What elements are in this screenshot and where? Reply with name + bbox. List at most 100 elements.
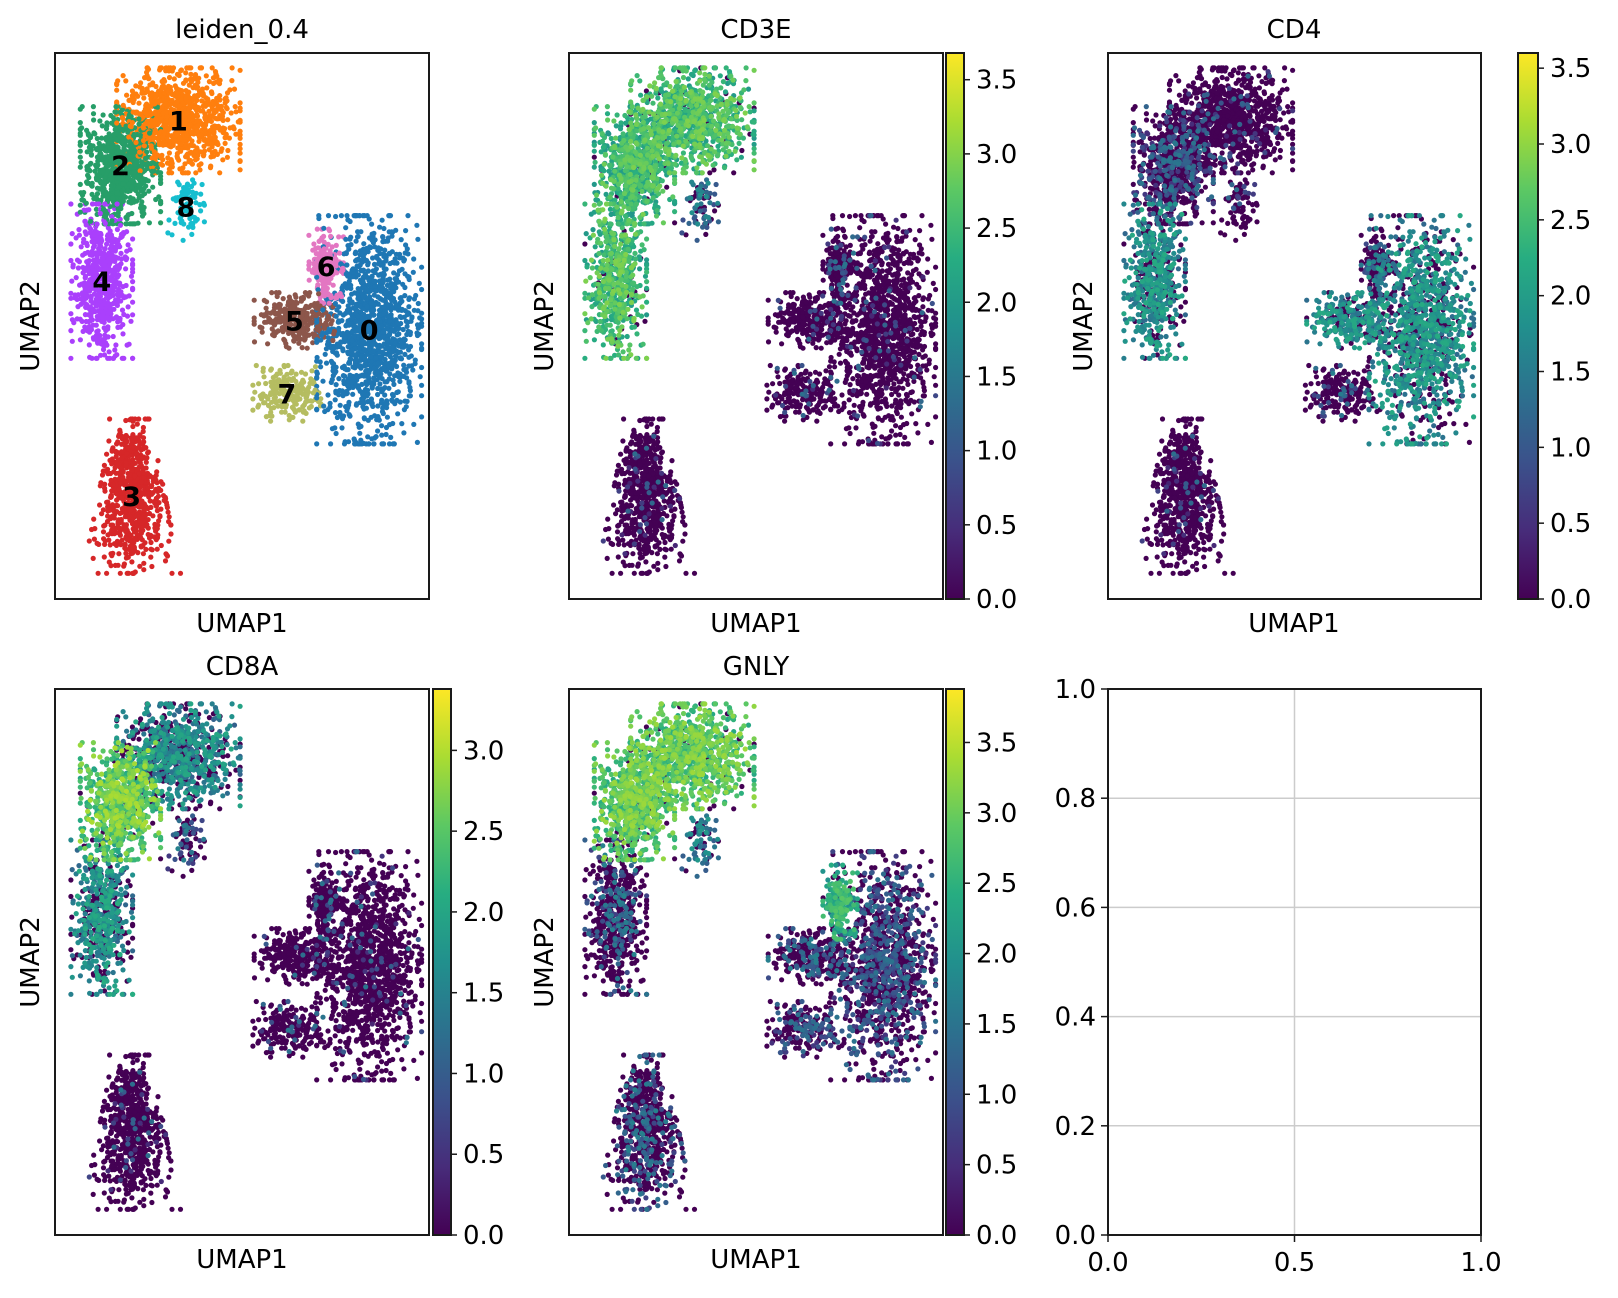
cell-point — [344, 262, 349, 267]
cell-point — [344, 213, 349, 218]
cell-point — [398, 314, 403, 319]
cell-point — [375, 294, 380, 299]
cell-point — [232, 87, 237, 92]
cell-point — [197, 118, 202, 123]
cell-point — [380, 218, 385, 223]
cell-point — [384, 405, 389, 410]
cell-point — [418, 374, 423, 379]
cell-point — [411, 270, 416, 275]
cell-point — [170, 98, 175, 103]
cell-point — [95, 541, 100, 546]
cell-point — [148, 555, 153, 560]
cell-point — [118, 541, 123, 546]
cell-point — [119, 140, 124, 145]
cell-point — [324, 361, 329, 366]
cell-point — [382, 366, 387, 371]
cell-point — [115, 325, 120, 330]
cell-point — [144, 110, 149, 115]
cell-point — [139, 199, 144, 204]
cell-point — [70, 339, 75, 344]
cell-point — [96, 201, 101, 206]
cell-point — [344, 251, 349, 256]
cell-point — [362, 347, 367, 352]
cell-point — [221, 118, 226, 123]
cell-point — [405, 213, 410, 218]
cell-point — [399, 308, 404, 313]
cell-point — [275, 304, 280, 309]
cell-point — [360, 392, 365, 397]
cell-point — [238, 118, 243, 123]
cell-point — [96, 571, 101, 576]
cell-point — [129, 200, 134, 205]
cell-point — [201, 144, 206, 149]
cell-point — [362, 363, 367, 368]
cell-point — [115, 292, 120, 297]
cell-point — [268, 419, 273, 424]
cell-point — [120, 322, 125, 327]
cell-point — [166, 539, 171, 544]
cell-point — [373, 288, 378, 293]
cell-point — [359, 396, 364, 401]
cell-point — [405, 312, 410, 317]
cell-point — [146, 178, 151, 183]
cell-point — [115, 227, 120, 232]
cell-point — [365, 213, 370, 218]
cell-point — [203, 117, 208, 122]
cell-point — [388, 213, 393, 218]
cell-point — [341, 391, 346, 396]
cell-point — [372, 244, 377, 249]
cell-point — [94, 146, 99, 151]
cell-point — [131, 146, 136, 151]
cell-point — [406, 363, 411, 368]
cell-point — [197, 202, 202, 207]
cell-point — [189, 184, 194, 189]
cell-point — [417, 281, 422, 286]
cell-point — [114, 503, 119, 508]
cell-point — [341, 413, 346, 418]
cell-point — [119, 455, 124, 460]
cell-point — [116, 462, 121, 467]
cell-point — [108, 508, 113, 513]
cell-point — [191, 143, 196, 148]
cell-point — [100, 312, 105, 317]
cell-point — [141, 125, 146, 130]
cell-point — [139, 163, 144, 168]
cell-point — [308, 320, 313, 325]
cell-point — [141, 551, 146, 556]
cell-point — [385, 278, 390, 283]
cell-point — [78, 296, 83, 301]
cell-point — [272, 332, 277, 337]
cell-point — [115, 201, 120, 206]
cell-point — [109, 145, 114, 150]
cell-point — [156, 194, 161, 199]
cell-point — [361, 406, 366, 411]
cell-point — [276, 328, 281, 333]
cell-point — [148, 547, 153, 552]
cell-point — [369, 381, 374, 386]
cell-point — [120, 476, 125, 481]
cell-point — [165, 161, 170, 166]
cell-point — [409, 353, 414, 358]
cell-point — [369, 402, 374, 407]
cell-point — [399, 421, 404, 426]
cell-point — [369, 300, 374, 305]
cell-point — [103, 191, 108, 196]
cell-point — [149, 99, 154, 104]
cell-point — [397, 379, 402, 384]
cell-point — [299, 370, 304, 375]
cell-point — [314, 319, 319, 324]
cell-point — [415, 333, 420, 338]
cell-point — [160, 79, 165, 84]
cell-point — [269, 290, 274, 295]
cell-point — [405, 399, 410, 404]
cell-point — [95, 136, 100, 141]
cell-point — [331, 331, 336, 336]
cell-point — [136, 122, 141, 127]
cell-point — [381, 411, 386, 416]
cell-point — [363, 369, 368, 374]
cell-point — [336, 392, 341, 397]
cell-point — [320, 330, 325, 335]
cell-point — [358, 309, 363, 314]
cell-point — [116, 551, 121, 556]
